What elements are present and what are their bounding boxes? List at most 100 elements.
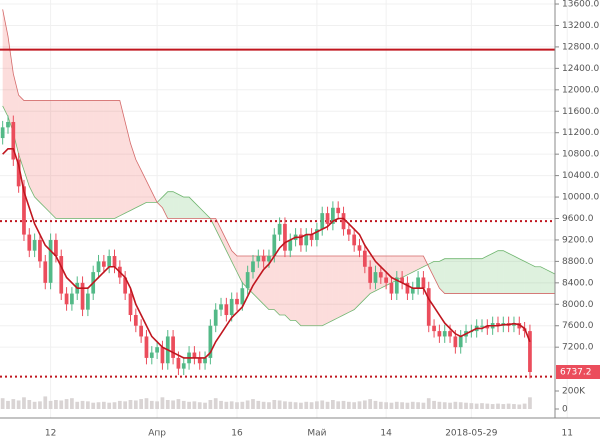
candle-body bbox=[299, 234, 303, 246]
candle-body bbox=[272, 234, 277, 257]
cloud-fill bbox=[45, 100, 51, 214]
volume-bar bbox=[38, 401, 42, 409]
volume-bar bbox=[288, 401, 293, 409]
volume-tick-label: 0 bbox=[562, 405, 568, 415]
volume-bar bbox=[80, 400, 85, 409]
cloud-fill bbox=[466, 258, 472, 294]
candle-body bbox=[277, 223, 282, 235]
volume-bar bbox=[506, 403, 511, 409]
candle-body bbox=[448, 331, 452, 337]
candle-body bbox=[128, 293, 133, 316]
volume-bar bbox=[437, 401, 442, 409]
cloud-fill bbox=[524, 261, 530, 294]
cloud-fill bbox=[540, 266, 546, 294]
candle-body bbox=[256, 256, 261, 262]
y-tick-label: 10000.0 bbox=[562, 193, 599, 203]
cloud-fill bbox=[71, 100, 78, 219]
cloud-fill bbox=[268, 256, 275, 310]
volume-bar bbox=[357, 401, 362, 409]
volume-bar bbox=[517, 404, 522, 409]
volume-bar bbox=[229, 401, 234, 409]
candle-body bbox=[32, 239, 37, 251]
candle-body bbox=[197, 357, 202, 364]
volume-bar bbox=[272, 400, 277, 409]
volume-bar bbox=[86, 401, 90, 409]
y-tick-label: 13600.0 bbox=[562, 0, 599, 10]
candle-body bbox=[528, 331, 532, 372]
cloud-fill bbox=[189, 197, 195, 219]
volume-bar bbox=[384, 402, 388, 409]
candle-body bbox=[442, 331, 447, 337]
candle-body bbox=[336, 207, 341, 214]
volume-bar bbox=[480, 403, 484, 409]
volume-bar bbox=[48, 400, 53, 409]
cloud-fill bbox=[279, 256, 285, 316]
volume-bar bbox=[54, 400, 58, 409]
cloud-fill bbox=[487, 253, 493, 294]
x-tick-label: 16 bbox=[231, 429, 243, 439]
cloud-fill bbox=[343, 256, 349, 316]
candle-body bbox=[144, 336, 149, 358]
volume-bar bbox=[490, 404, 495, 409]
y-tick-label: 7600.0 bbox=[562, 321, 594, 331]
candle-body bbox=[410, 288, 415, 294]
x-tick-label: Апр bbox=[148, 429, 166, 439]
cloud-fill bbox=[226, 239, 232, 262]
candle-body bbox=[155, 347, 159, 353]
candle-body bbox=[341, 213, 346, 230]
volume-bar bbox=[320, 400, 325, 409]
cloud-fill bbox=[450, 258, 456, 294]
y-tick-label: 7200.0 bbox=[562, 343, 594, 353]
candle-body bbox=[171, 336, 175, 358]
cloud-fill bbox=[471, 258, 477, 294]
volume-bar bbox=[501, 404, 506, 409]
volume-bar bbox=[235, 402, 239, 409]
volume-bar bbox=[293, 402, 298, 409]
cloud-fill bbox=[412, 256, 419, 273]
candle-body bbox=[432, 325, 436, 332]
cloud-fill bbox=[34, 100, 40, 203]
cloud-fill bbox=[215, 218, 222, 240]
volume-bar bbox=[187, 401, 191, 409]
candle-body bbox=[235, 298, 239, 305]
candle-body bbox=[11, 121, 16, 160]
volume-bar bbox=[442, 402, 447, 409]
cloud-fill bbox=[332, 256, 339, 321]
candle-body bbox=[96, 261, 101, 273]
cloud-fill bbox=[157, 197, 163, 208]
volume-bar bbox=[59, 400, 64, 409]
volume-bar bbox=[283, 401, 287, 409]
cloud-fill bbox=[354, 256, 360, 310]
cloud-span-b bbox=[2, 9, 555, 294]
cloud-fill bbox=[295, 256, 301, 326]
last-price-label: 6737.2 bbox=[560, 368, 592, 378]
y-tick-label: 10400.0 bbox=[562, 171, 599, 181]
volume-bar bbox=[144, 398, 149, 409]
volume-bar bbox=[128, 400, 133, 409]
candle-body bbox=[70, 293, 74, 305]
candle-body bbox=[357, 245, 362, 251]
volume-bar bbox=[368, 399, 373, 409]
y-tick-label: 9200.0 bbox=[562, 235, 594, 245]
volume-bar bbox=[496, 403, 500, 409]
cloud-fill bbox=[274, 256, 280, 316]
volume-bar bbox=[203, 402, 207, 409]
candle-body bbox=[192, 352, 197, 358]
candle-body bbox=[389, 282, 394, 294]
volume-bar bbox=[107, 402, 112, 409]
cloud-fill bbox=[87, 100, 94, 219]
cloud-fill bbox=[2, 9, 8, 117]
last-price-box bbox=[556, 365, 600, 379]
candle-body bbox=[54, 239, 58, 257]
candle-body bbox=[176, 357, 181, 369]
cloud-fill bbox=[162, 191, 168, 219]
cloud-fill bbox=[482, 256, 488, 294]
cloud-fill bbox=[535, 266, 541, 294]
volume-bar bbox=[155, 401, 159, 409]
cloud-fill bbox=[29, 100, 35, 198]
cloud-fill bbox=[7, 36, 14, 133]
volume-bar bbox=[11, 399, 16, 409]
volume-bar bbox=[394, 401, 399, 409]
cloud-fill bbox=[460, 258, 467, 294]
cloud-fill bbox=[359, 256, 365, 305]
